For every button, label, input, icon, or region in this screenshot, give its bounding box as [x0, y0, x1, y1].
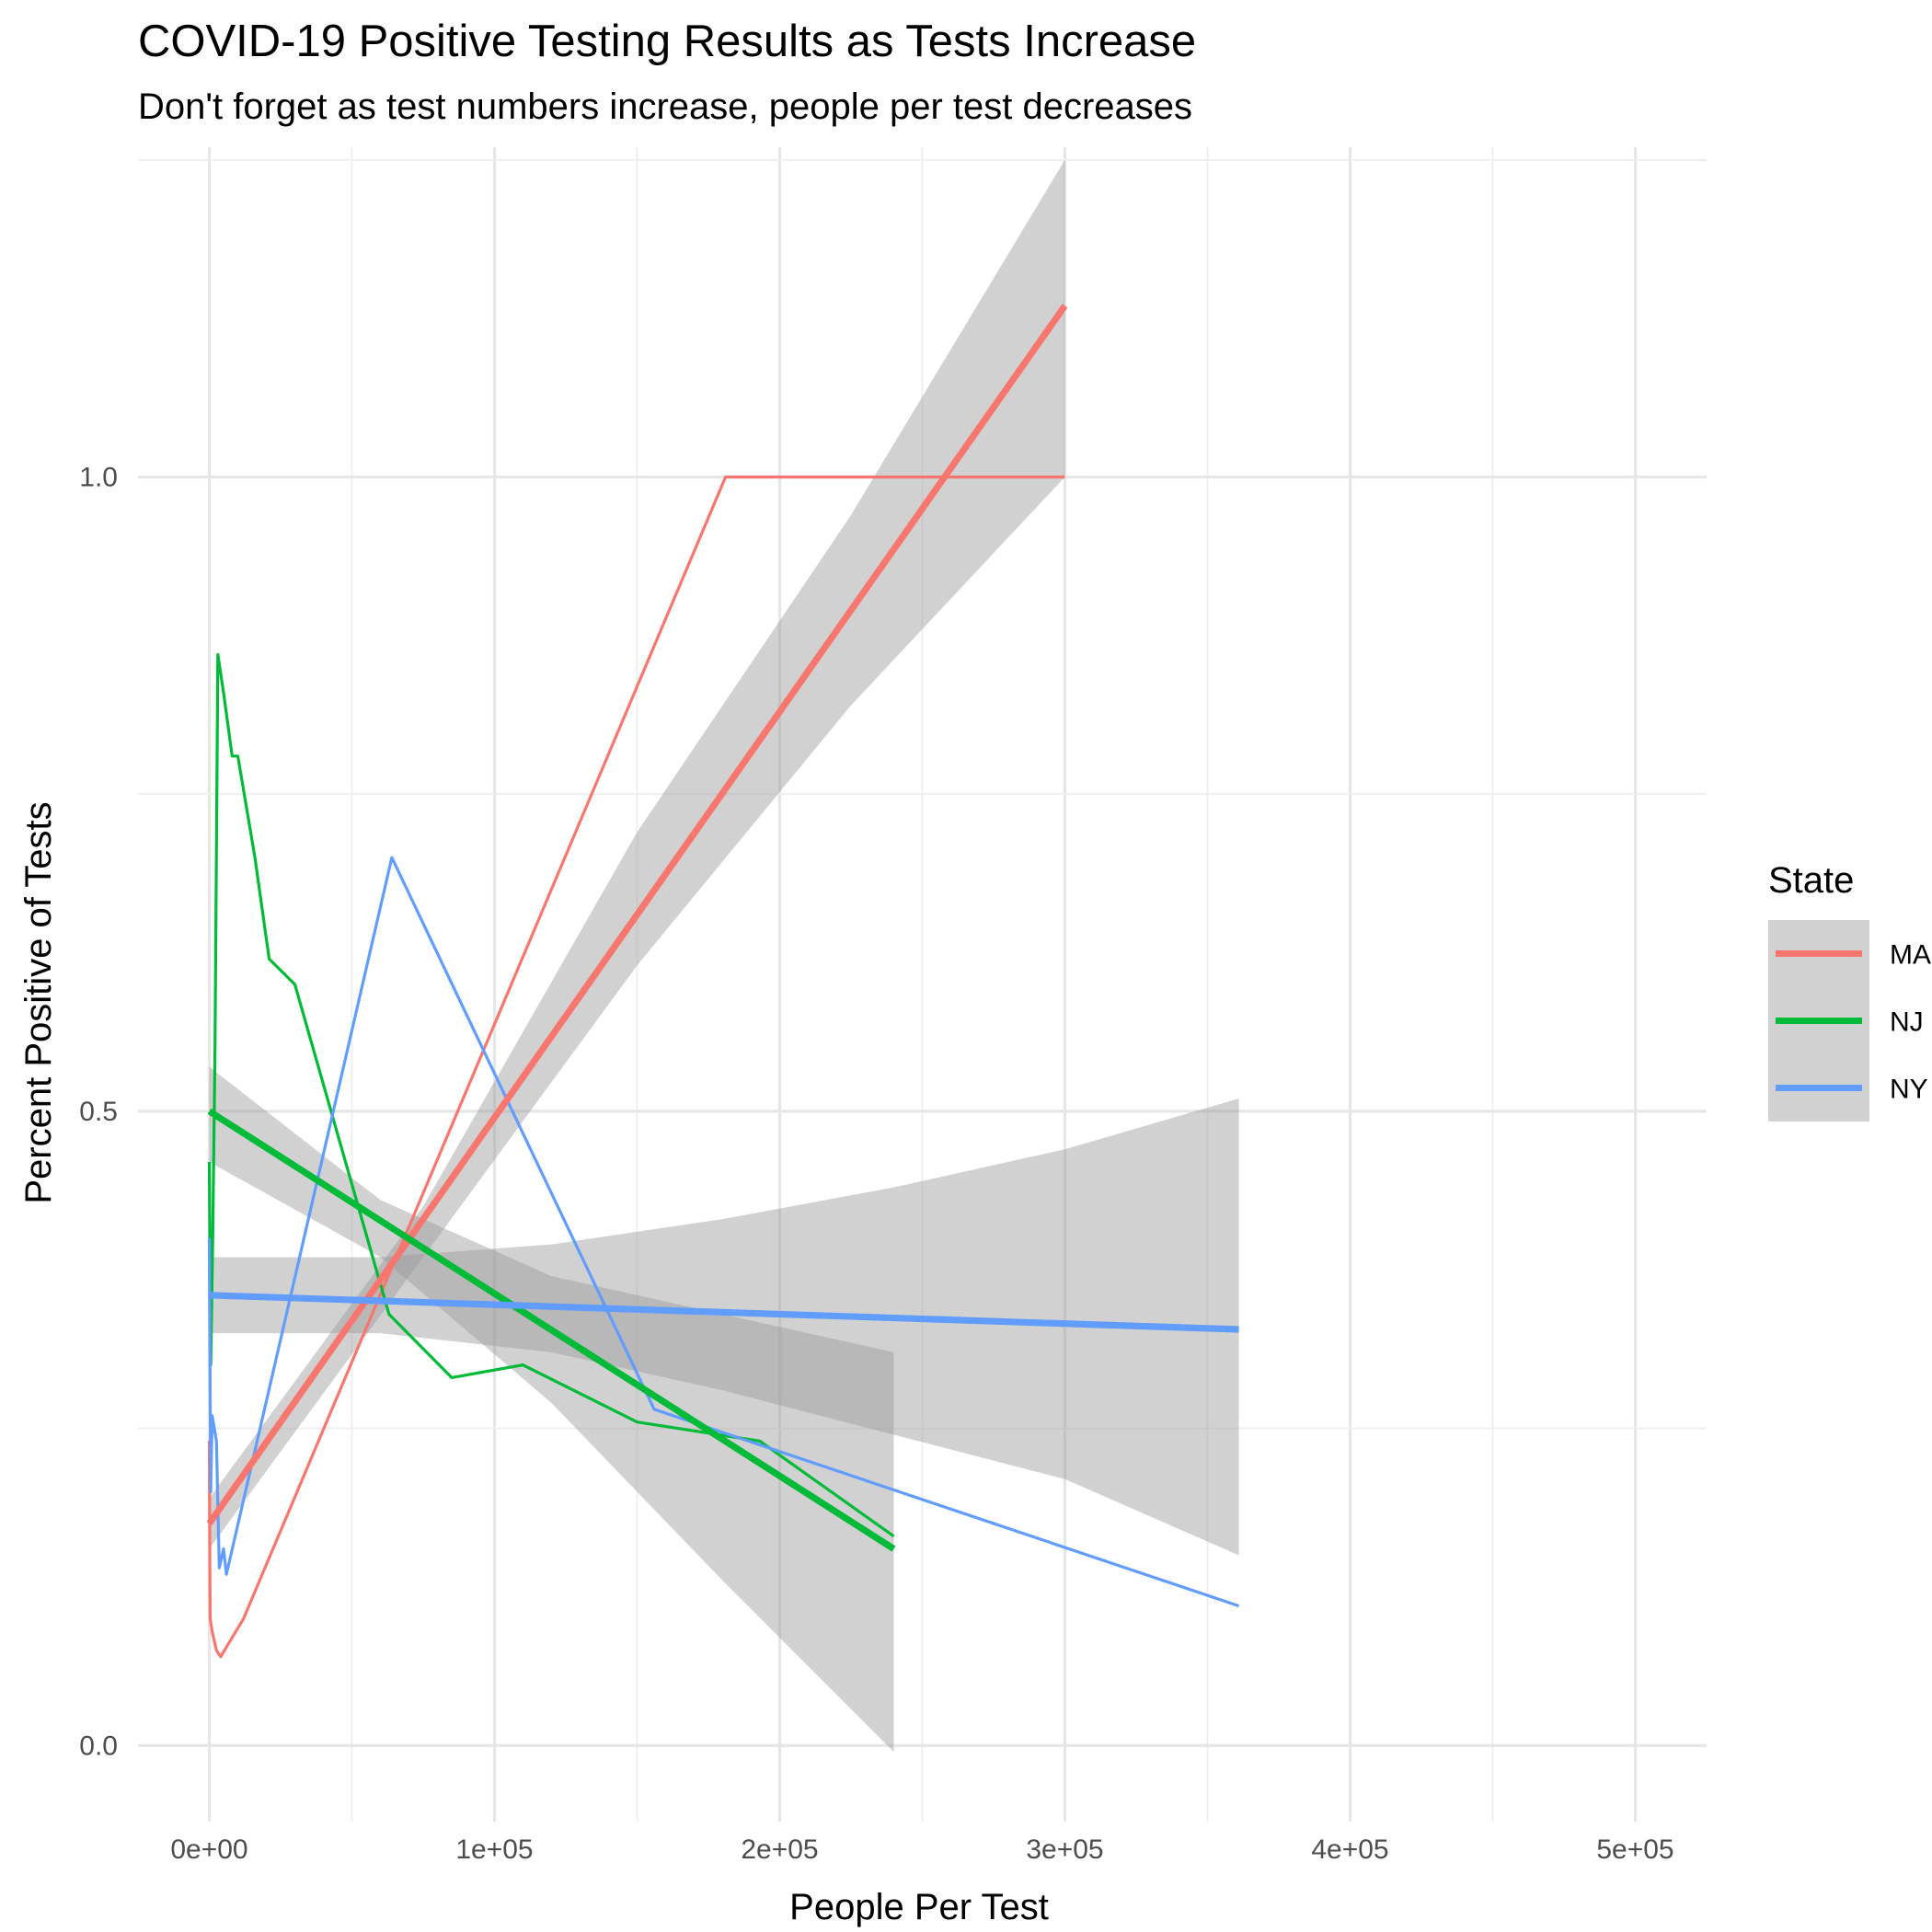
trend-line-ny: [209, 1292, 1239, 1333]
series-line-ny: [207, 856, 1240, 1608]
legend-label-nj: NJ: [1890, 1007, 1924, 1038]
x-tick-label: 4e+05: [1311, 1834, 1388, 1865]
chart-subtitle: Don't forget as test numbers increase, p…: [138, 86, 1192, 127]
series-line-ma: [207, 475, 1065, 1659]
legend-label-ma: MA: [1890, 940, 1931, 971]
y-tick-label: 1.0: [79, 462, 118, 492]
confidence-band-nj: [209, 1066, 894, 1753]
y-tick-label: 0.5: [79, 1097, 118, 1127]
confidence-bands: [209, 159, 1239, 1753]
x-tick-label: 2e+05: [741, 1834, 818, 1865]
trend-line-nj: [207, 1108, 896, 1552]
x-tick-label: 3e+05: [1026, 1834, 1103, 1865]
chart-title: COVID-19 Positive Testing Results as Tes…: [138, 17, 1196, 66]
trend-lines: [206, 304, 1239, 1552]
confidence-band-ma: [209, 159, 1065, 1549]
y-tick-label: 0.0: [79, 1731, 118, 1761]
x-tick-label: 1e+05: [455, 1834, 533, 1865]
axis-ticks: 0e+00 1e+05 2e+05 3e+05 4e+05 5e+05 0.0 0.5 1.0: [79, 462, 1673, 1865]
confidence-band-ny: [209, 1098, 1239, 1556]
trend-line-ma: [206, 304, 1068, 1526]
x-tick-label: 5e+05: [1596, 1834, 1673, 1865]
x-axis-title: People Per Test: [789, 1887, 1049, 1927]
x-tick-label: 0e+00: [170, 1834, 247, 1865]
legend: State MA NJ NY: [1768, 860, 1931, 1121]
y-axis-title: Percent Positive of Tests: [18, 801, 59, 1203]
legend-title: State: [1768, 860, 1854, 901]
legend-label-ny: NY: [1890, 1075, 1928, 1105]
